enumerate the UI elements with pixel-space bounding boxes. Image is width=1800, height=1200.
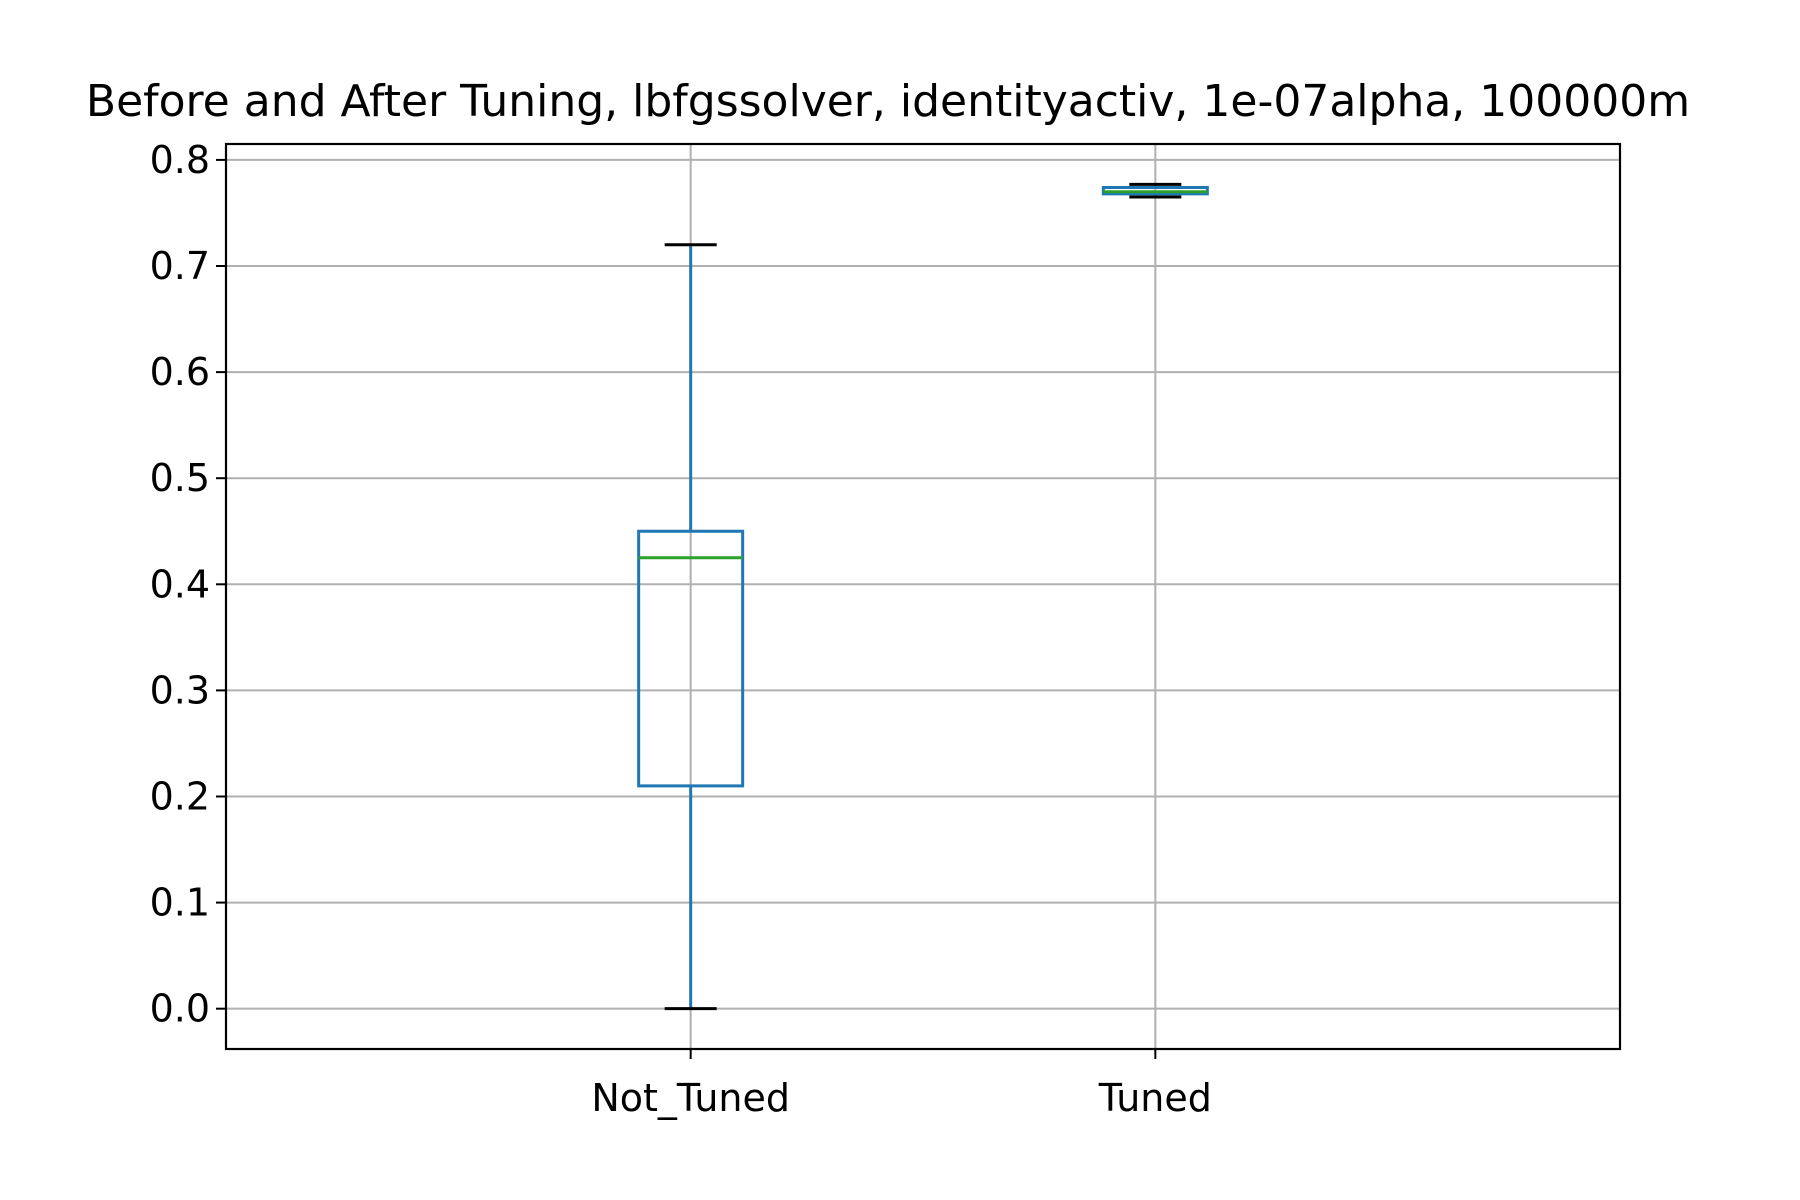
box-series	[637, 182, 1209, 1011]
chart-title: Before and After Tuning, lbfgssolver, id…	[86, 76, 1690, 127]
y-tick-label: 0.5	[150, 456, 210, 500]
x-axis-ticks: Not_Tuned Tuned	[591, 1049, 1212, 1120]
interquartile-box	[637, 529, 745, 788]
y-tick-label: 0.4	[150, 562, 210, 606]
y-axis-ticks: 0.0 0.1 0.2 0.3 0.4 0.5 0.6 0.7 0.8	[150, 138, 226, 1031]
y-tick-label: 0.8	[150, 138, 210, 182]
plot-area-frame	[224, 142, 1622, 1051]
grid-lines	[226, 144, 1620, 1049]
y-tick-label: 0.1	[150, 881, 210, 925]
box-tuned	[1101, 182, 1209, 199]
y-tick-label: 0.0	[150, 987, 210, 1031]
y-tick-label: 0.6	[150, 350, 210, 394]
y-tick-label: 0.7	[150, 244, 210, 288]
y-tick-label: 0.3	[150, 668, 210, 712]
x-tick-label: Tuned	[1098, 1076, 1212, 1120]
x-tick-label: Not_Tuned	[591, 1076, 790, 1120]
y-tick-label: 0.2	[150, 774, 210, 818]
box-not-tuned	[637, 243, 745, 1011]
